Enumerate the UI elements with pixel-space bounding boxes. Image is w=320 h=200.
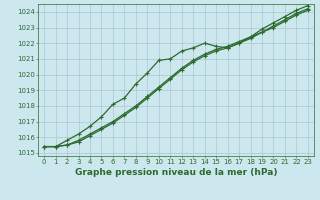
X-axis label: Graphe pression niveau de la mer (hPa): Graphe pression niveau de la mer (hPa) <box>75 168 277 177</box>
